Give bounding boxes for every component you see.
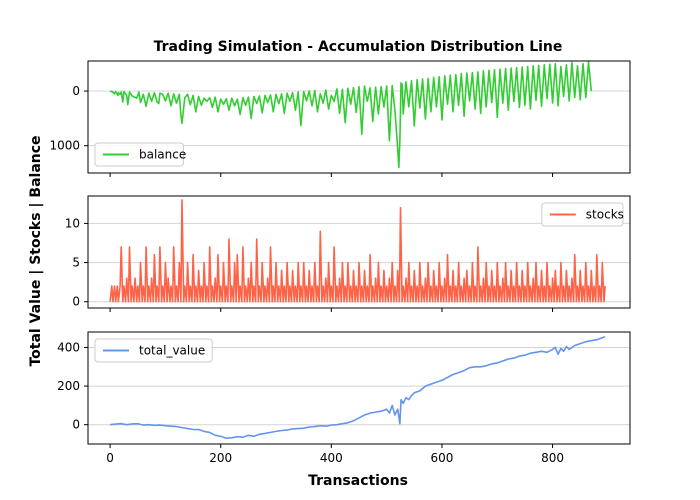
- x-tick-label-0: 0: [106, 451, 114, 465]
- panel-balance: 0 1000 balance: [49, 60, 631, 177]
- series-line-stocks: [109, 199, 606, 303]
- axes-frame-balance: [87, 60, 631, 174]
- series-line-balance: [109, 61, 593, 169]
- y-axis-label: Total Value | Stocks | Balance: [28, 135, 44, 366]
- legend-box: [94, 142, 184, 167]
- y-tick-label-stocks-0: 0: [72, 295, 80, 309]
- legend-label-stocks: stocks: [586, 208, 624, 222]
- y-tick-label-stocks-10: 10: [65, 216, 80, 230]
- chart-title: Trading Simulation - Accumulation Distri…: [154, 39, 563, 55]
- x-tick-label-600: 600: [431, 451, 454, 465]
- y-tick-label-total_value-0: 0: [72, 418, 80, 432]
- legend-label-balance: balance: [139, 148, 186, 162]
- panels: 0 1000 balance 0 5 10 stocks 0 200 400 0 200 400 600 8…: [49, 60, 631, 465]
- y-tick-label-total_value-200: 200: [57, 379, 80, 393]
- x-tick-label-800: 800: [541, 451, 564, 465]
- panel-total_value: 0 200 400 0 200 400 600 800 total_value: [57, 331, 631, 465]
- x-tick-label-200: 200: [209, 451, 232, 465]
- legend-box: [94, 338, 213, 363]
- legend-stocks: stocks: [541, 202, 624, 227]
- y-tick-label-stocks-5: 5: [72, 256, 80, 270]
- legend-total_value: total_value: [94, 338, 213, 363]
- series-line-total_value: [110, 336, 606, 440]
- x-tick-label-400: 400: [320, 451, 343, 465]
- legend-box: [541, 202, 624, 227]
- y-tick-label-balance-0: 0: [72, 84, 80, 98]
- axes-frame-total_value: [87, 331, 631, 445]
- axes-frame-stocks: [87, 195, 631, 309]
- y-tick-label-total_value-400: 400: [57, 340, 80, 354]
- legend-balance: balance: [94, 142, 186, 167]
- legend-label-total_value: total_value: [139, 344, 205, 358]
- x-axis-label: Transactions: [308, 473, 408, 489]
- y-tick-label-balance-1000: 1000: [49, 139, 80, 153]
- panel-stocks: 0 5 10 stocks: [65, 195, 631, 312]
